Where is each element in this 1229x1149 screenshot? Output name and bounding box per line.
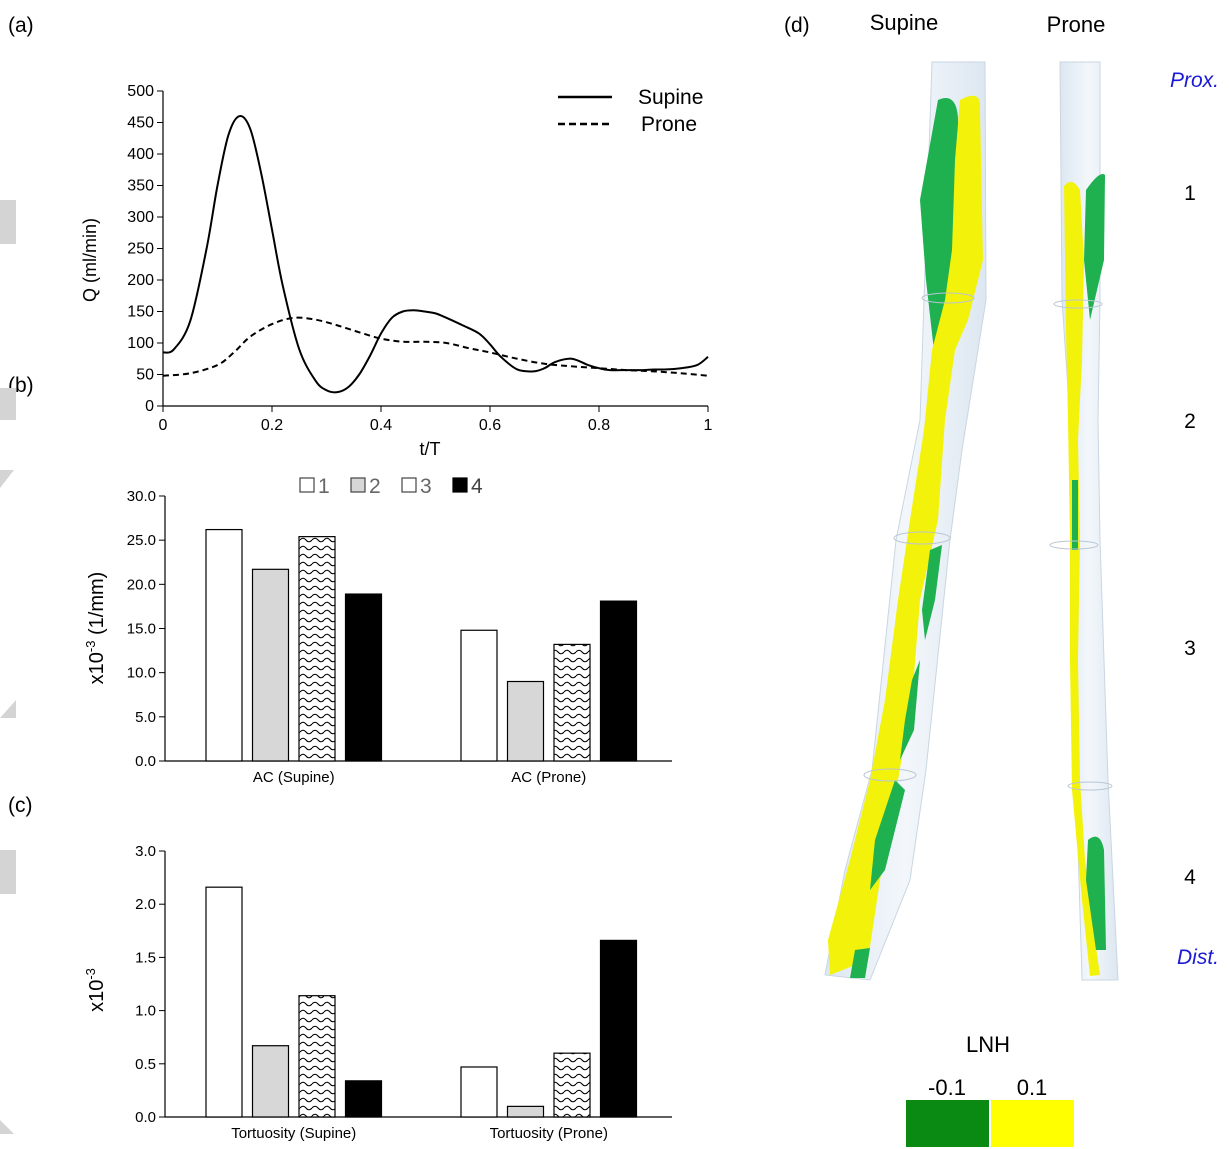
ac-legend-label-1: 1 [318, 475, 330, 498]
tort-bar-2-prone [506, 1105, 545, 1118]
panel-label-d: (d) [784, 14, 810, 37]
ac-legend-swatch-2 [350, 477, 366, 493]
flow-chart: 0 50 100 150 200 250 300 350 400 450 500 0 0.2 0.4 0.… [80, 83, 713, 459]
colorbar-max-label: 0.1 [1017, 1075, 1048, 1100]
flow-x-tick-label: 0 [159, 417, 168, 434]
ac-y-tick-label: 10.0 [127, 665, 156, 682]
tort-bar-1-supine [205, 886, 243, 1118]
segment-label-2: 2 [1184, 410, 1196, 433]
flow-y-tick-label: 150 [127, 304, 154, 321]
ac-bar-4-prone [599, 600, 638, 762]
lnh-colorbar: LNH -0.1 0.1 [906, 1032, 1074, 1147]
flow-y-tick-label: 100 [127, 335, 154, 352]
flow-y-tick-label: 350 [127, 178, 154, 195]
panel-label-c: (c) [8, 794, 33, 817]
supine-vessel-image [824, 61, 987, 981]
flow-x-tick-label: 0.6 [479, 417, 501, 434]
tort-bar-1-prone [460, 1066, 498, 1118]
flow-series-prone-line [162, 316, 709, 377]
tort-y-tick-label: 0.5 [135, 1056, 156, 1073]
tort-y-axis-title: x10-3 [83, 968, 108, 1012]
tort-y-tick-label: 1.0 [135, 1003, 156, 1020]
flow-y-tick-label: 0 [145, 398, 154, 415]
tort-bar-3-prone [553, 1052, 591, 1118]
segment-label-4: 4 [1184, 866, 1196, 889]
tort-category-label: Tortuosity (Prone) [490, 1125, 608, 1142]
tortuosity-bar-chart: 0.0 0.5 1.0 1.5 2.0 3.0 Tortuosity (Supine) To… [83, 843, 672, 1142]
page-edge-decoration [0, 200, 16, 1134]
ac-bar-4-supine [344, 593, 383, 762]
tort-y-tick-label: 0.0 [135, 1109, 156, 1126]
prox-label: Prox. [1170, 69, 1219, 92]
ac-bar-1-supine [205, 528, 243, 762]
ac-legend-label-3: 3 [420, 475, 432, 498]
ac-bar-1-prone [460, 629, 498, 762]
flow-x-axis-title: t/T [420, 439, 441, 459]
tort-bar-3-supine [298, 995, 336, 1118]
ac-y-tick-label: 25.0 [127, 532, 156, 549]
colorbar-title: LNH [966, 1032, 1010, 1057]
ac-bar-3-prone [553, 643, 591, 762]
ac-y-axis-title: x10-3 (1/mm) [83, 572, 108, 685]
vessel-panel: Supine Prone Prox. Dist. [824, 10, 1219, 1147]
ac-y-tick-label: 30.0 [127, 488, 156, 505]
tort-bar-2-supine [251, 1045, 290, 1118]
ac-bar-2-supine [251, 568, 290, 762]
colorbar-min-label: -0.1 [928, 1075, 966, 1100]
ac-y-tick-label: 0.0 [135, 753, 156, 770]
flow-x-tick-label: 0.2 [261, 417, 283, 434]
prone-vessel-image [1049, 61, 1119, 981]
legend-supine-label: Supine [638, 86, 703, 109]
tort-category-label: Tortuosity (Supine) [231, 1125, 356, 1142]
ac-legend: 1 2 3 4 [299, 475, 483, 498]
flow-y-tick-label: 500 [127, 83, 154, 100]
header-prone: Prone [1047, 12, 1106, 37]
ac-category-label: AC (Prone) [511, 769, 586, 786]
dist-label: Dist. [1177, 946, 1219, 969]
ac-legend-label-4: 4 [471, 475, 483, 498]
flow-y-tick-label: 450 [127, 115, 154, 132]
colorbar-positive-swatch [991, 1100, 1074, 1147]
ac-bar-2-prone [506, 680, 545, 762]
tort-y-tick-label: 3.0 [135, 843, 156, 860]
flow-y-tick-label: 250 [127, 241, 154, 258]
flow-x-tick-label: 1 [704, 417, 713, 434]
ac-legend-label-2: 2 [369, 475, 381, 498]
ac-bar-3-supine [298, 536, 336, 762]
ac-y-tick-label: 15.0 [127, 621, 156, 638]
tort-bar-4-prone [599, 939, 638, 1118]
flow-x-tick-label: 0.4 [370, 417, 392, 434]
legend-prone-label: Prone [641, 113, 697, 136]
segment-label-3: 3 [1184, 637, 1196, 660]
header-supine: Supine [870, 10, 939, 35]
flow-y-tick-label: 200 [127, 272, 154, 289]
flow-y-axis-title: Q (ml/min) [80, 218, 100, 302]
ac-legend-swatch-1 [299, 477, 315, 493]
ac-bar-chart: 0.0 5.0 10.0 15.0 20.0 25.0 30.0 AC (Supine) AC… [83, 475, 672, 786]
panel-label-a: (a) [8, 14, 34, 37]
flow-x-tick-label: 0.8 [588, 417, 610, 434]
flow-y-tick-label: 300 [127, 209, 154, 226]
tort-bar-4-supine [344, 1080, 383, 1118]
ac-y-tick-label: 20.0 [127, 576, 156, 593]
colorbar-negative-swatch [906, 1100, 989, 1147]
tort-y-tick-label: 2.0 [135, 896, 156, 913]
flow-y-tick-label: 400 [127, 146, 154, 163]
ac-legend-swatch-4 [452, 477, 468, 493]
flow-legend: Supine Prone [558, 86, 703, 136]
tort-y-tick-label: 1.5 [135, 949, 156, 966]
segment-label-1: 1 [1184, 182, 1196, 205]
ac-legend-swatch-3 [401, 477, 417, 493]
ac-category-label: AC (Supine) [253, 769, 335, 786]
ac-y-tick-label: 5.0 [135, 709, 156, 726]
flow-y-tick-label: 50 [136, 367, 154, 384]
flow-series-supine-line [162, 115, 709, 394]
